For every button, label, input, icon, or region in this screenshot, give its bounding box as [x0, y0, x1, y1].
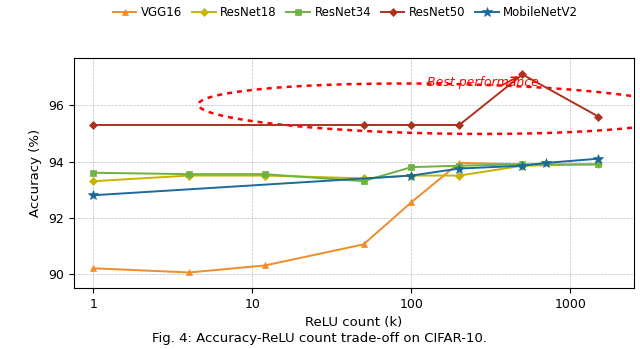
Text: Fig. 4: Accuracy-ReLU count trade-off on CIFAR-10.: Fig. 4: Accuracy-ReLU count trade-off on…	[152, 332, 488, 345]
Y-axis label: Accuracy (%): Accuracy (%)	[29, 129, 42, 217]
Legend: VGG16, ResNet18, ResNet34, ResNet50, MobileNetV2: VGG16, ResNet18, ResNet34, ResNet50, Mob…	[113, 6, 579, 19]
Text: Best performance: Best performance	[428, 76, 539, 89]
X-axis label: ReLU count (k): ReLU count (k)	[305, 316, 402, 329]
